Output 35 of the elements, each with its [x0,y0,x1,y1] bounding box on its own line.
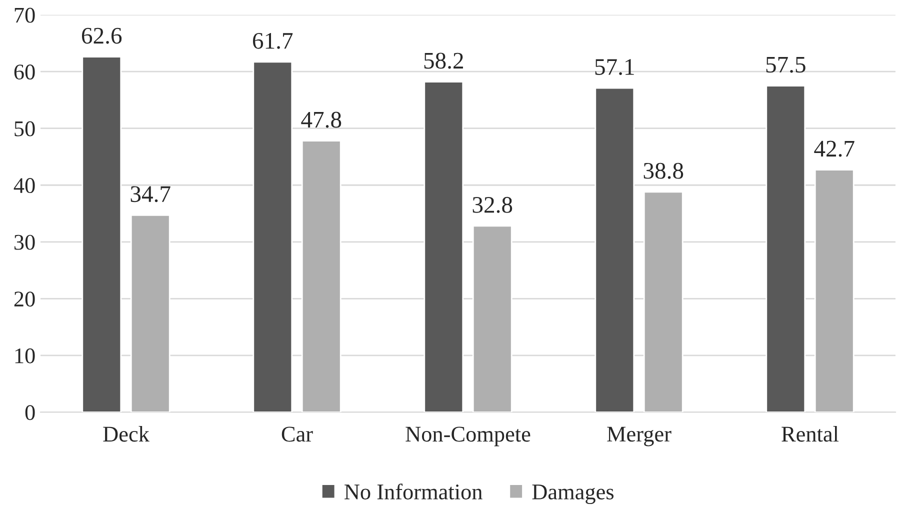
data-label: 38.8 [644,162,684,179]
x-tick-label: Merger [607,426,672,446]
bar [766,85,806,412]
y-tick-label: 30 [14,234,35,250]
y-tick-label: 40 [14,178,35,194]
data-label: 61.7 [252,32,293,49]
x-tick-label: Rental [782,426,839,442]
bar [82,56,122,412]
x-tick-label: Non-Compete [406,426,530,446]
bar [424,81,464,412]
data-label: 58.2 [424,52,463,69]
y-tick-label: 50 [14,121,35,136]
bar [594,87,635,412]
data-label: 34.7 [130,186,170,202]
y-tick-label: 70 [14,8,35,23]
bar [301,140,342,412]
data-label: 32.8 [472,196,512,213]
x-tick-label: Deck [103,426,150,442]
bar [130,214,170,412]
data-label: 42.7 [814,140,854,157]
data-label: 62.6 [82,28,122,44]
bar [472,225,512,412]
bar [252,61,293,412]
bar [814,169,854,412]
y-tick-label: 20 [14,292,35,307]
y-tick-label: 10 [15,348,35,364]
y-tick-label: 0 [25,405,35,420]
x-tick-label: Car [282,426,313,442]
bar [643,191,684,412]
y-tick-label: 60 [14,64,35,80]
legend-label: Damages [532,484,614,504]
data-label: 57.5 [766,56,806,73]
legend-label: No Information [344,484,482,500]
data-label: 57.1 [595,59,634,76]
data-label: 47.8 [301,112,342,128]
